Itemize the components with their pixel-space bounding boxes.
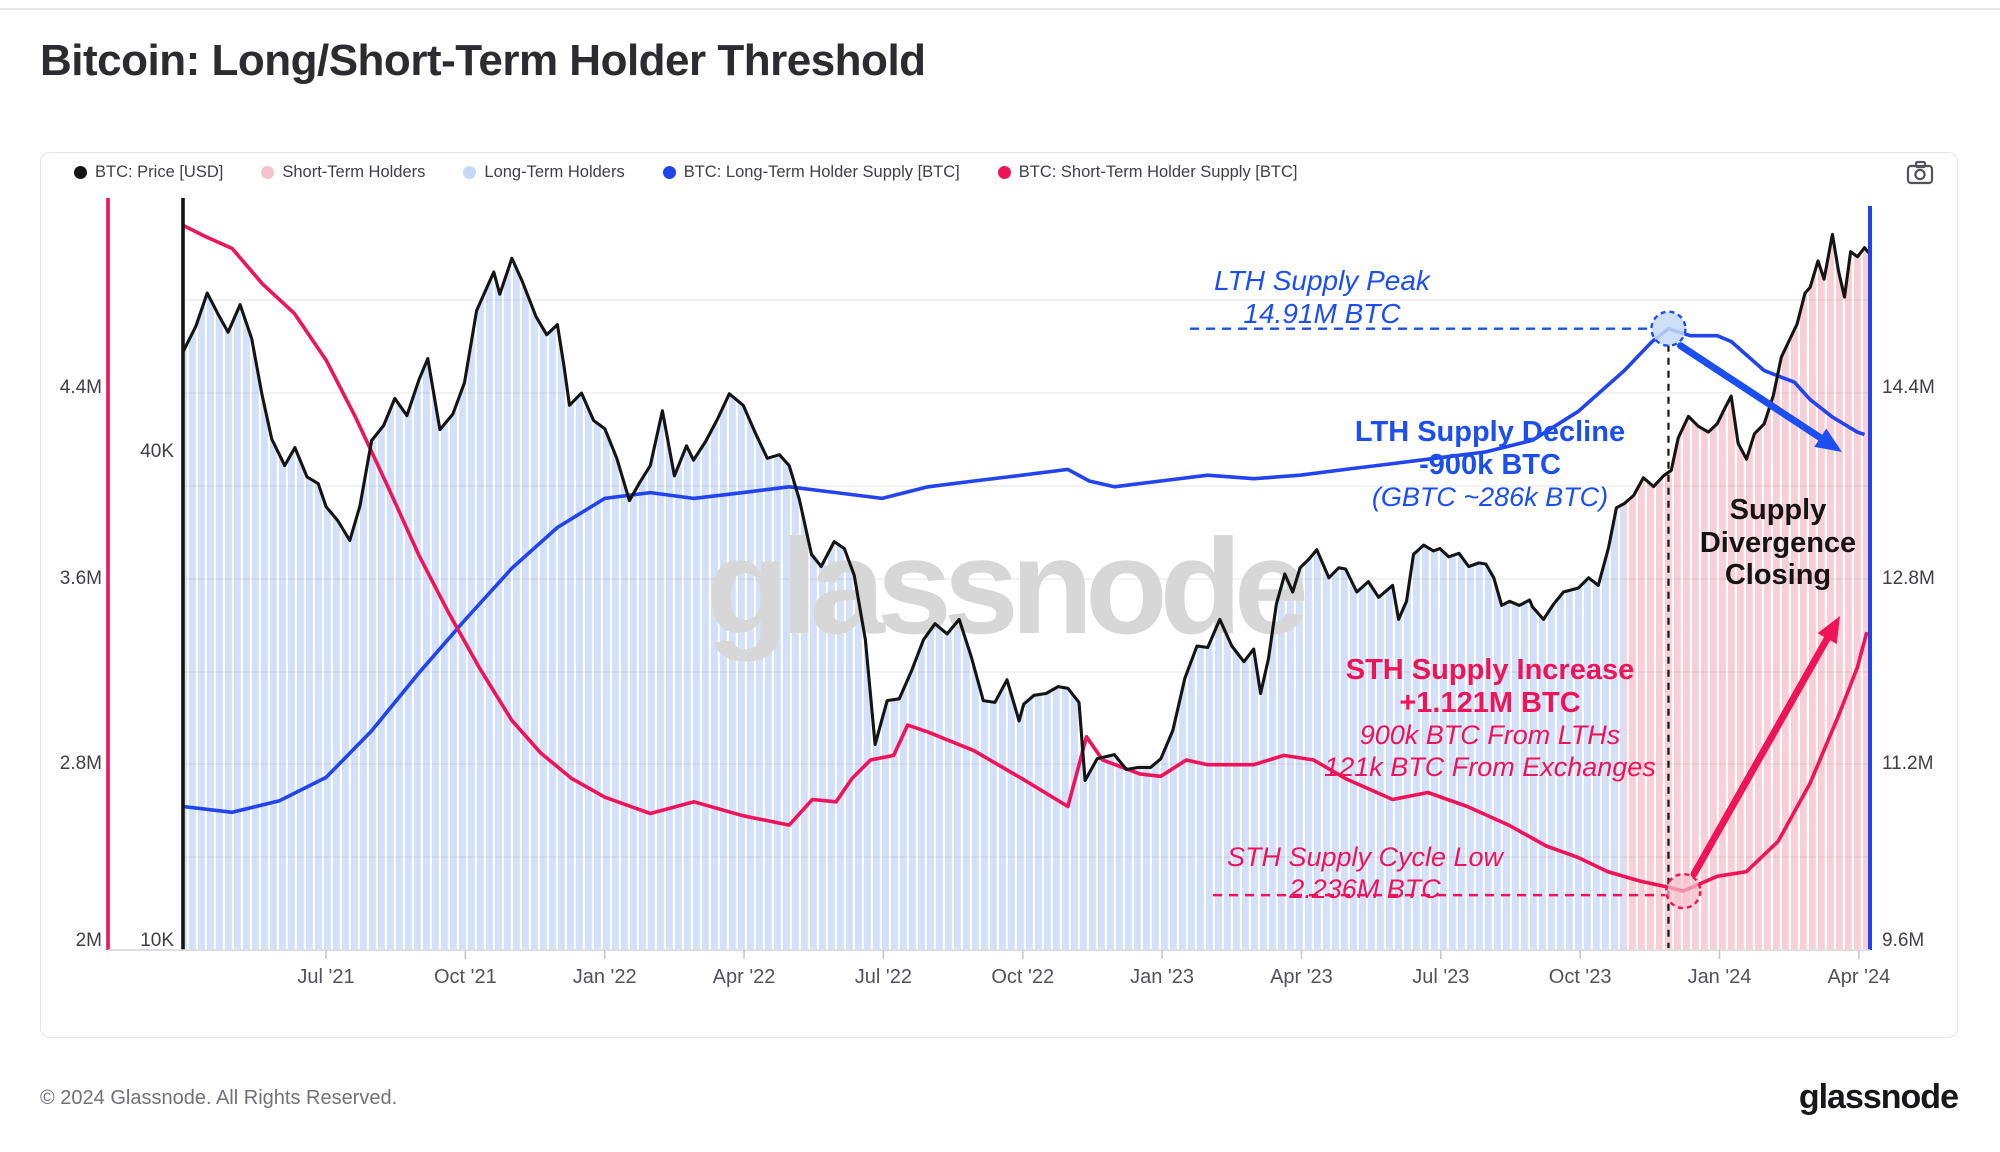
camera-icon[interactable] [1906, 158, 1936, 188]
sth-holders-region [1624, 234, 1869, 949]
lth-axis-tick: 14.4M [1882, 377, 1935, 398]
btc-price-line [181, 232, 1870, 783]
lth-axis-tick: 12.8M [1882, 568, 1935, 589]
x-axis-tick: Jan '22 [572, 966, 637, 988]
footer-copyright: © 2024 Glassnode. All Rights Reserved. [40, 1087, 398, 1109]
annotation-sth-cycle-low: STH Supply Cycle Low 2.236M BTC [1226, 842, 1504, 904]
lth-axis-tick: 11.2M [1882, 753, 1934, 774]
glassnode-logo: glassnode [1798, 1078, 1959, 1116]
legend-item-1[interactable]: Short-Term Holders [261, 163, 425, 182]
legend-dot-icon [261, 166, 275, 179]
annotation-sth-supply-increase: STH Supply Increase +1.121M BTC 900k BTC… [1324, 654, 1656, 782]
legend-item-2[interactable]: Long-Term Holders [463, 163, 625, 182]
x-axis-tick: Apr '23 [1270, 966, 1333, 988]
chart-legend: BTC: Price [USD] Short-Term Holders Long… [74, 163, 1297, 182]
glassnode-watermark: glassnode [706, 511, 1311, 662]
legend-dot-icon [997, 166, 1011, 179]
lth-peak-marker [1650, 310, 1687, 347]
lth-axis-tick: 9.6M [1882, 930, 1925, 951]
x-axis-tick: Apr '22 [712, 966, 776, 988]
x-axis-tick: Oct '23 [1548, 966, 1612, 988]
sth-axis-tick: 3.6M [59, 568, 102, 589]
x-axis-tick: Oct '22 [991, 966, 1055, 988]
lth-holders-region [183, 258, 1625, 949]
annotation-supply-divergence: Supply Divergence Closing [1699, 494, 1857, 591]
legend-dot-icon [662, 166, 676, 179]
x-axis-tick: Jan '24 [1687, 966, 1752, 988]
x-axis-tick: Jul '21 [297, 966, 355, 988]
x-axis-tick: Jul '22 [854, 966, 912, 988]
x-axis-tick: Apr '24 [1827, 966, 1891, 988]
legend-item-3[interactable]: BTC: Long-Term Holder Supply [BTC] [662, 163, 960, 182]
price-axis-tick: 40K [140, 441, 174, 462]
x-axis-tick: Jan '23 [1130, 966, 1195, 988]
sth-supply-line [182, 223, 1869, 893]
price-axis-tick: 10K [140, 930, 174, 951]
sth-axis-tick: 2M [75, 930, 102, 951]
sth-low-marker [1665, 872, 1702, 910]
legend-item-0[interactable]: BTC: Price [USD] [74, 163, 223, 182]
x-axis-tick: Jul '23 [1412, 966, 1470, 988]
annotation-lth-supply-decline: LTH Supply Decline -900k BTC (GBTC ~286k… [1354, 416, 1626, 512]
legend-item-4[interactable]: BTC: Short-Term Holder Supply [BTC] [997, 163, 1297, 182]
sth-axis-tick: 2.8M [59, 753, 102, 774]
legend-dot-icon [74, 166, 87, 179]
annotation-lth-supply-peak: LTH Supply Peak 14.91M BTC [1214, 265, 1430, 329]
x-axis-tick: Oct '21 [433, 966, 497, 988]
page-top-divider [0, 8, 2000, 10]
page-title: Bitcoin: Long/Short-Term Holder Threshol… [40, 36, 926, 85]
legend-dot-icon [463, 166, 477, 179]
sth-axis-tick: 4.4M [59, 377, 102, 398]
lth-supply-line [182, 326, 1866, 815]
